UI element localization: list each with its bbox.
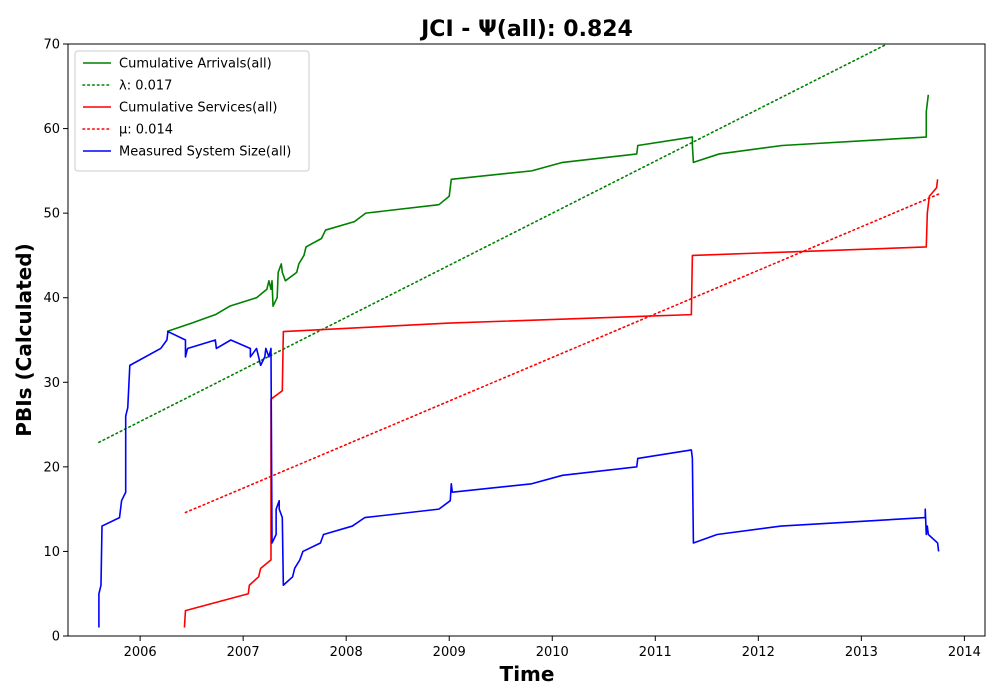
y-tick-label: 30 [43,376,60,391]
legend: Cumulative Arrivals(all) λ: 0.017 Cumulati… [75,51,309,171]
y-tick-label: 10 [43,545,60,560]
y-tick-label: 50 [43,207,60,222]
legend-entry: μ: 0.014 [119,123,173,138]
x-tick-label: 2006 [124,645,157,660]
x-tick-label: 2008 [330,645,363,660]
x-tick-label: 2013 [845,645,878,660]
y-tick-label: 20 [43,460,60,475]
x-tick-label: 2014 [948,645,981,660]
x-tick-label: 2007 [227,645,260,660]
y-tick-label: 60 [43,122,60,137]
x-axis-title: Time [500,662,555,686]
x-tick-label: 2009 [433,645,466,660]
y-tick-label: 0 [52,630,60,645]
chart-title: JCI - Ψ(all): 0.824 [419,17,633,42]
legend-entry: Cumulative Arrivals(all) [119,57,272,72]
x-tick-label: 2010 [536,645,569,660]
legend-entry: Measured System Size(all) [119,145,291,160]
x-tick-label: 2012 [742,645,775,660]
x-tick-label: 2011 [639,645,672,660]
y-tick-label: 40 [43,291,60,306]
y-tick-label: 70 [43,38,60,53]
legend-entry: λ: 0.017 [119,79,172,94]
legend-entry: Cumulative Services(all) [119,101,277,116]
y-axis-title: PBIs (Calculated) [12,243,36,436]
